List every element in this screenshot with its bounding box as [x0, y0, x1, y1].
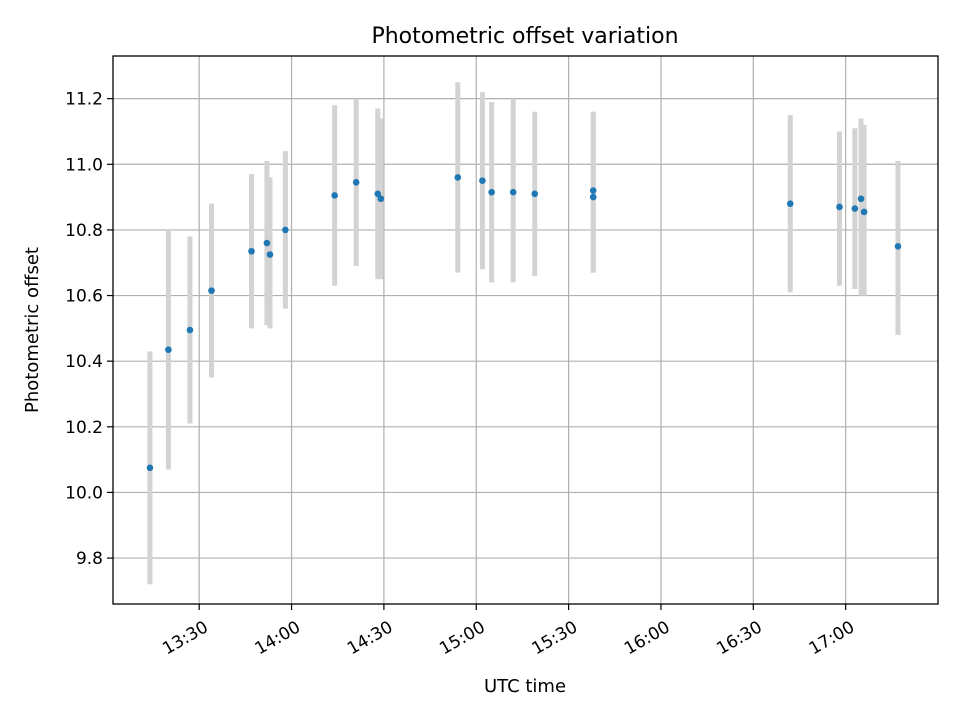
data-point-20	[836, 203, 843, 211]
y-tick-label-1: 10.0	[65, 483, 103, 503]
data-point-19	[786, 200, 794, 207]
x-tick-label-2: 14:30	[344, 617, 396, 659]
x-tick-label-3: 15:00	[436, 617, 488, 659]
data-point-13	[479, 177, 486, 184]
x-tick-label-1: 14:00	[252, 617, 304, 659]
y-tick-label-5: 10.8	[65, 221, 103, 241]
x-tick-label-4: 15:30	[529, 617, 581, 659]
x-tick-label-7: 17:00	[806, 617, 858, 659]
grid	[113, 56, 938, 604]
data-point-14	[488, 188, 495, 196]
data-point-6	[266, 251, 274, 258]
y-tick-label-0: 9.8	[76, 549, 103, 569]
axis-ticks: 13:30 14:00 14:30 15:00 15:30 16:00 16:30 17:00…	[65, 90, 858, 660]
data-point-10	[374, 190, 382, 198]
y-axis-label: Photometric offset	[22, 247, 43, 413]
data-point-11	[377, 195, 385, 203]
data-point-2	[186, 326, 194, 334]
data-points	[146, 174, 902, 472]
x-tick-label-6: 16:30	[713, 617, 765, 659]
x-tick-label-0: 13:30	[159, 617, 211, 659]
y-tick-label-4: 10.6	[65, 287, 103, 307]
data-point-15	[509, 188, 517, 196]
data-point-1	[165, 346, 172, 353]
y-tick-label-6: 11.0	[65, 155, 103, 175]
y-tick-label-3: 10.4	[65, 352, 103, 372]
data-point-0	[146, 464, 154, 472]
data-point-4	[248, 247, 255, 255]
chart-title: Photometric offset variation	[371, 24, 678, 49]
data-point-9	[352, 179, 360, 186]
data-point-22	[857, 195, 865, 203]
data-point-7	[282, 226, 289, 234]
data-point-3	[208, 287, 215, 294]
x-tick-label-5: 16:00	[621, 617, 673, 659]
data-point-18	[589, 193, 597, 201]
data-point-5	[263, 239, 271, 247]
x-axis-label: UTC time	[484, 676, 566, 697]
y-tick-label-2: 10.2	[65, 418, 103, 438]
data-point-17	[589, 187, 597, 194]
data-point-23	[860, 208, 868, 216]
data-point-16	[531, 190, 539, 198]
data-point-12	[454, 174, 462, 181]
error-bars	[147, 82, 901, 585]
data-point-21	[851, 205, 859, 212]
data-point-8	[331, 192, 338, 199]
plot-frame	[112, 55, 939, 605]
data-point-24	[894, 243, 902, 250]
y-tick-label-7: 11.2	[65, 90, 103, 110]
